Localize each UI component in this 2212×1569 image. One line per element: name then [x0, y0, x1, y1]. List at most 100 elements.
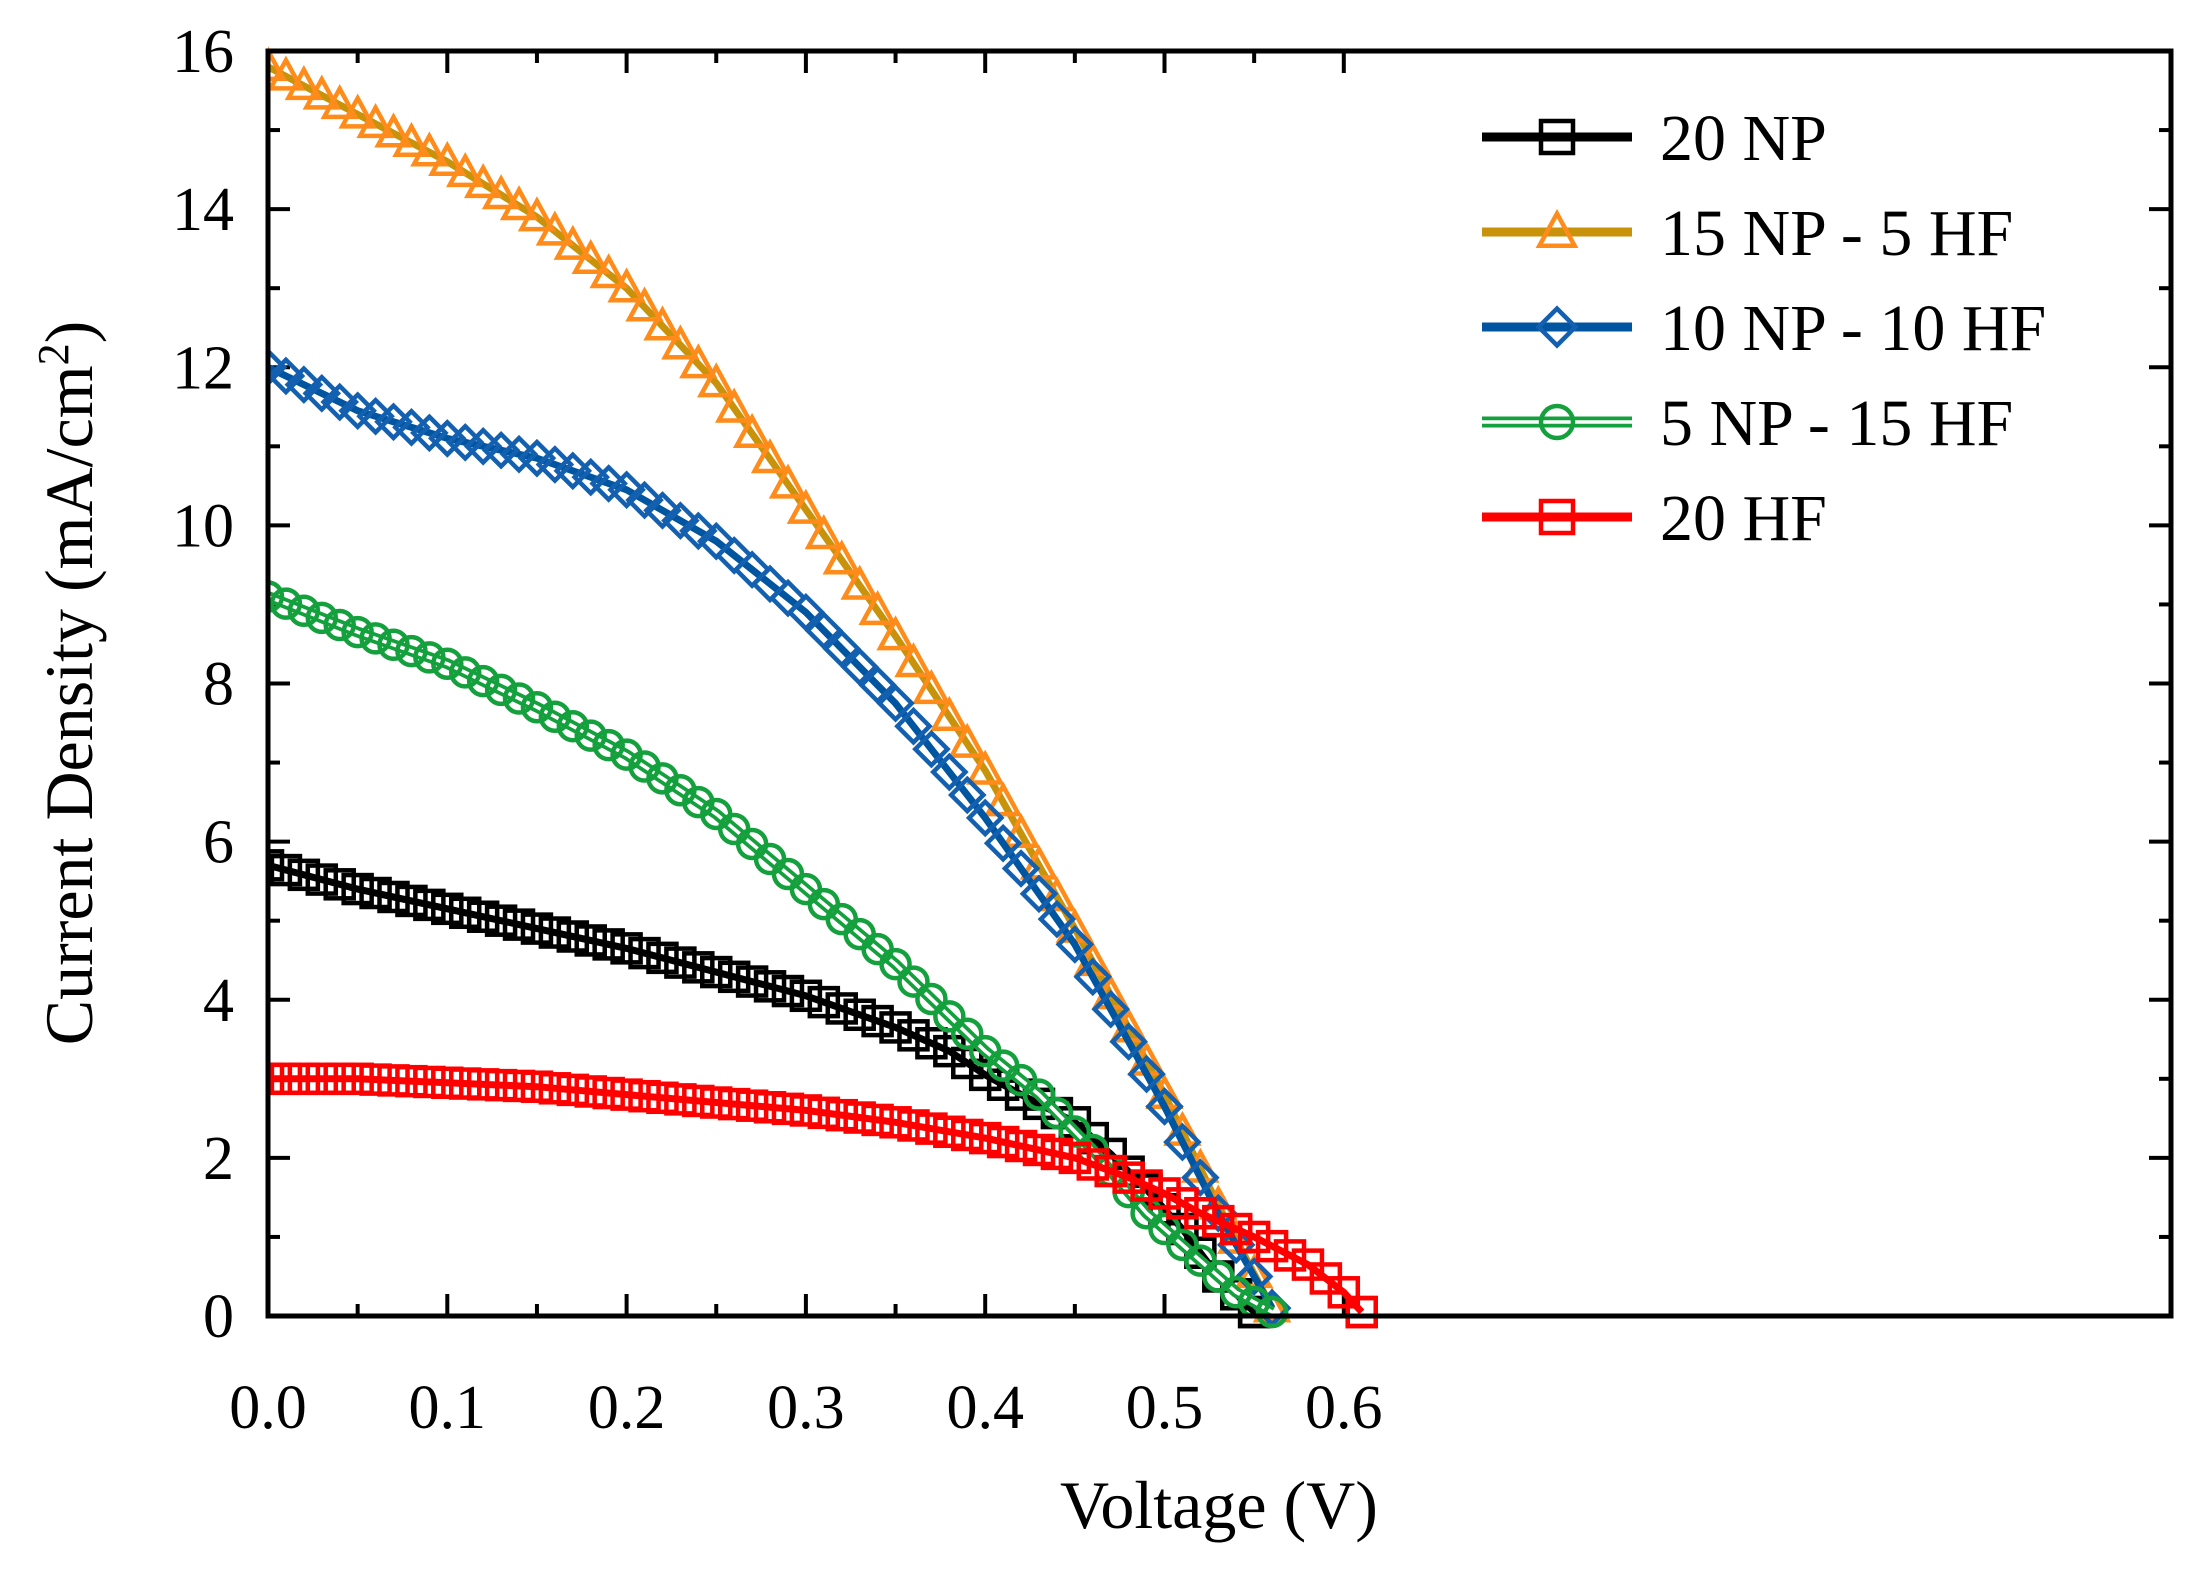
- data-point: [625, 480, 664, 520]
- data-point: [947, 775, 987, 815]
- data-point: [679, 511, 718, 551]
- data-point: [700, 1086, 733, 1119]
- legend-item-0: 20 NP: [1482, 102, 1827, 175]
- data-point: [323, 608, 356, 642]
- data-point: [268, 46, 288, 82]
- data-point: [933, 1115, 966, 1149]
- y-tick-label: 4: [203, 967, 234, 1035]
- data-point: [696, 521, 736, 561]
- data-point: [897, 965, 930, 998]
- data-point: [1234, 1257, 1274, 1296]
- data-point: [574, 1075, 607, 1108]
- data-point: [789, 1094, 823, 1127]
- legend-marker: [1538, 403, 1576, 441]
- data-point: [1130, 1169, 1163, 1202]
- y-axis-title-superscript: 2: [29, 343, 78, 365]
- data-point: [484, 1068, 518, 1102]
- data-point: [789, 979, 823, 1013]
- data-point: [804, 514, 844, 550]
- legend-label: 20 NP: [1660, 102, 1827, 175]
- data-point: [374, 112, 413, 148]
- y-tick-label: 0: [203, 1283, 234, 1351]
- data-point: [356, 102, 395, 139]
- legend-item-1: 15 NP - 5 HF: [1482, 197, 2013, 270]
- data-point: [768, 463, 808, 499]
- data-point: [1234, 1253, 1274, 1289]
- data-point: [1022, 1078, 1056, 1111]
- data-point: [287, 858, 321, 892]
- series-1: [268, 46, 1292, 1323]
- data-point: [933, 1000, 966, 1033]
- data-point: [466, 900, 500, 933]
- data-point: [571, 238, 610, 275]
- data-point: [807, 1096, 841, 1130]
- x-tick-label: 0.0: [229, 1374, 307, 1442]
- x-tick-label: 0.1: [409, 1374, 487, 1442]
- data-point: [1184, 1244, 1217, 1277]
- data-point: [607, 267, 646, 303]
- data-point: [499, 185, 539, 221]
- data-point: [395, 634, 428, 668]
- data-point: [983, 823, 1023, 863]
- data-point: [804, 611, 844, 650]
- data-point: [1219, 1212, 1253, 1246]
- data-point: [915, 1112, 948, 1145]
- data-point: [1073, 957, 1113, 997]
- y-tick-label: 6: [203, 809, 234, 877]
- data-point: [951, 1118, 984, 1152]
- y-axis-title-main: Current Density (mA/cm: [31, 365, 107, 1045]
- y-tick-label: 2: [203, 1125, 234, 1193]
- data-point: [664, 946, 697, 979]
- legend-item-2: 10 NP - 10 HF: [1482, 292, 2046, 365]
- data-point: [1181, 1158, 1220, 1197]
- data-point: [520, 912, 554, 945]
- data-point: [771, 974, 805, 1008]
- data-point: [1040, 1096, 1074, 1130]
- data-point: [302, 374, 342, 413]
- data-point: [661, 501, 700, 540]
- data-point: [341, 872, 374, 906]
- data-point: [556, 1073, 590, 1107]
- data-point: [284, 365, 324, 404]
- x-tick-label: 0.3: [767, 1374, 845, 1442]
- data-point: [1127, 1054, 1166, 1094]
- data-point: [359, 876, 392, 910]
- data-point: [466, 664, 500, 698]
- data-point: [786, 488, 826, 524]
- data-point: [341, 1062, 374, 1096]
- data-point: [1076, 1148, 1110, 1181]
- data-point: [413, 641, 446, 674]
- data-point: [1001, 849, 1041, 888]
- series-4: [268, 1062, 1378, 1329]
- legend-marker: [1538, 498, 1576, 536]
- data-point: [1109, 1022, 1148, 1061]
- data-point: [269, 1062, 303, 1096]
- data-point: [861, 1004, 894, 1038]
- data-point: [448, 896, 482, 930]
- series-line: [268, 364, 1276, 1310]
- data-point: [732, 550, 772, 589]
- axis-tick-labels: 0 2 4 6 8 10 12 14 16 0.0 0.1 0.2 0.3 0.4 0.5 0.6: [172, 18, 1383, 1442]
- data-point: [682, 1084, 715, 1118]
- data-point: [714, 536, 754, 575]
- data-point: [1219, 1276, 1253, 1309]
- x-tick-label: 0.2: [588, 1374, 666, 1442]
- series-2: [268, 347, 1292, 1328]
- legend-marker: [1538, 118, 1576, 156]
- legend-label: 20 HF: [1660, 482, 1827, 555]
- data-point: [413, 1065, 446, 1099]
- data-point: [735, 1089, 769, 1122]
- legend-label: 10 NP - 10 HF: [1660, 292, 2046, 365]
- data-point: [753, 970, 787, 1003]
- data-point: [840, 647, 879, 687]
- series-3: [268, 580, 1289, 1329]
- data-point: [646, 941, 679, 975]
- data-point: [592, 1076, 625, 1110]
- data-point: [1112, 1161, 1145, 1194]
- legend-marker: [1535, 208, 1579, 249]
- data-point: [628, 936, 661, 970]
- data-point: [717, 960, 751, 994]
- x-axis-title: Voltage (V): [1060, 1467, 1378, 1543]
- data-point: [732, 412, 772, 448]
